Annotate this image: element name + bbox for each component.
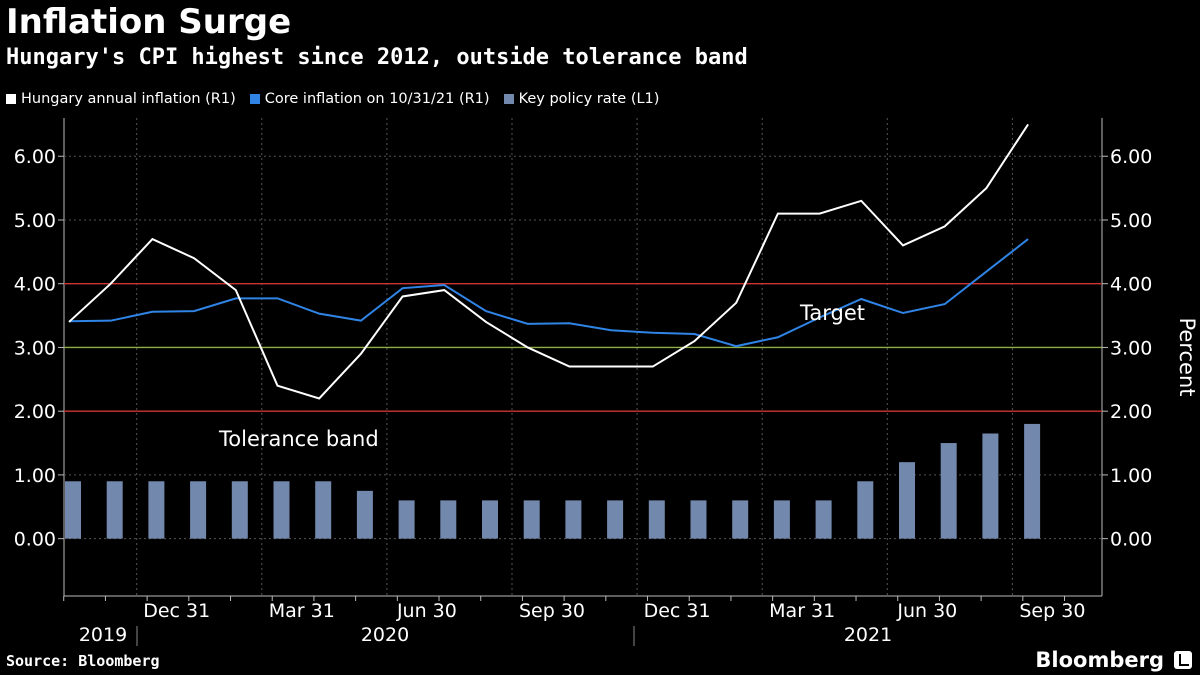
y-axis-title-right: Percent	[1175, 317, 1199, 396]
x-year-label: 2021	[844, 624, 892, 646]
policy-rate-bar	[857, 481, 874, 539]
policy-rate-bar	[648, 500, 665, 539]
policy-rate-bar	[315, 481, 332, 539]
legend-label-core: Core inflation on 10/31/21 (R1)	[264, 91, 490, 107]
x-tick-label: Mar 31	[269, 600, 335, 622]
policy-rate-bar	[231, 481, 248, 539]
y-tick-label-right: 4.00	[1110, 274, 1152, 296]
x-tick-label: Dec 31	[143, 600, 210, 622]
y-tick-label-left: 1.00	[14, 465, 56, 487]
y-tick-label-right: 2.00	[1110, 401, 1152, 423]
x-tick-label: Jun 30	[396, 600, 457, 622]
x-year-label: 2020	[361, 624, 409, 646]
x-tick-label: Sep 30	[519, 600, 585, 622]
y-tick-label-left: 4.00	[14, 274, 56, 296]
policy-rate-bar	[190, 481, 207, 539]
x-tick-label: Mar 31	[769, 600, 835, 622]
annotation-tolerance-band: Tolerance band	[218, 427, 379, 451]
brand-logo-text: Bloomberg	[1035, 648, 1164, 672]
y-tick-label-left: 3.00	[14, 337, 56, 359]
policy-rate-bar	[65, 481, 81, 539]
y-tick-label-right: 1.00	[1110, 465, 1152, 487]
policy-rate-bar	[773, 500, 790, 539]
policy-rate-bar	[523, 500, 540, 539]
legend-item-core: Core inflation on 10/31/21 (R1)	[249, 91, 490, 107]
policy-rate-bar	[815, 500, 832, 539]
legend-swatch-inflation	[6, 94, 16, 104]
policy-rate-bar	[607, 500, 624, 539]
policy-rate-bar	[690, 500, 707, 539]
x-tick-label: Dec 31	[644, 600, 711, 622]
policy-rate-bar	[940, 443, 957, 539]
y-tick-label-right: 0.00	[1110, 529, 1152, 551]
y-tick-label-left: 2.00	[14, 401, 56, 423]
legend-swatch-policy-rate	[503, 94, 514, 104]
legend-item-inflation: Hungary annual inflation (R1)	[6, 91, 236, 107]
y-tick-label-right: 6.00	[1110, 146, 1152, 168]
policy-rate-bar	[565, 500, 582, 539]
policy-rate-bar	[982, 433, 999, 539]
policy-rate-bar	[398, 500, 415, 539]
inflation-line	[68, 123, 1029, 400]
policy-rate-bar	[482, 500, 498, 539]
legend: Hungary annual inflation (R1) Core infla…	[6, 91, 659, 107]
x-tick-label: Jun 30	[896, 600, 957, 622]
annotation-target: Target	[799, 301, 865, 325]
policy-rate-bar	[899, 462, 915, 539]
policy-rate-bar	[356, 490, 373, 539]
policy-rate-bar	[732, 500, 749, 539]
x-tick-label: Sep 30	[1019, 600, 1085, 622]
y-tick-label-left: 0.00	[14, 529, 56, 551]
policy-rate-bar	[440, 500, 457, 539]
y-tick-label-left: 5.00	[14, 210, 56, 232]
policy-rate-bar	[106, 481, 123, 539]
policy-rate-bar	[1024, 423, 1041, 539]
legend-label-policy-rate: Key policy rate (L1)	[518, 91, 660, 107]
bloomberg-icon	[1174, 651, 1192, 669]
y-tick-label-right: 3.00	[1110, 337, 1152, 359]
x-year-label: 2019	[79, 624, 127, 646]
policy-rate-bar	[148, 481, 165, 539]
y-tick-label-right: 5.00	[1110, 210, 1152, 232]
legend-item-policy-rate: Key policy rate (L1)	[503, 91, 660, 107]
policy-rate-bar	[273, 481, 290, 539]
legend-label-inflation: Hungary annual inflation (R1)	[21, 91, 236, 107]
core-inflation-line	[68, 238, 1029, 348]
legend-swatch-core	[249, 94, 260, 104]
source-note: Source: Bloomberg	[6, 652, 160, 670]
y-tick-label-left: 6.00	[14, 146, 56, 168]
chart-subtitle: Hungary's CPI highest since 2012, outsid…	[6, 45, 748, 70]
chart-title: Inflation Surge	[6, 2, 292, 42]
